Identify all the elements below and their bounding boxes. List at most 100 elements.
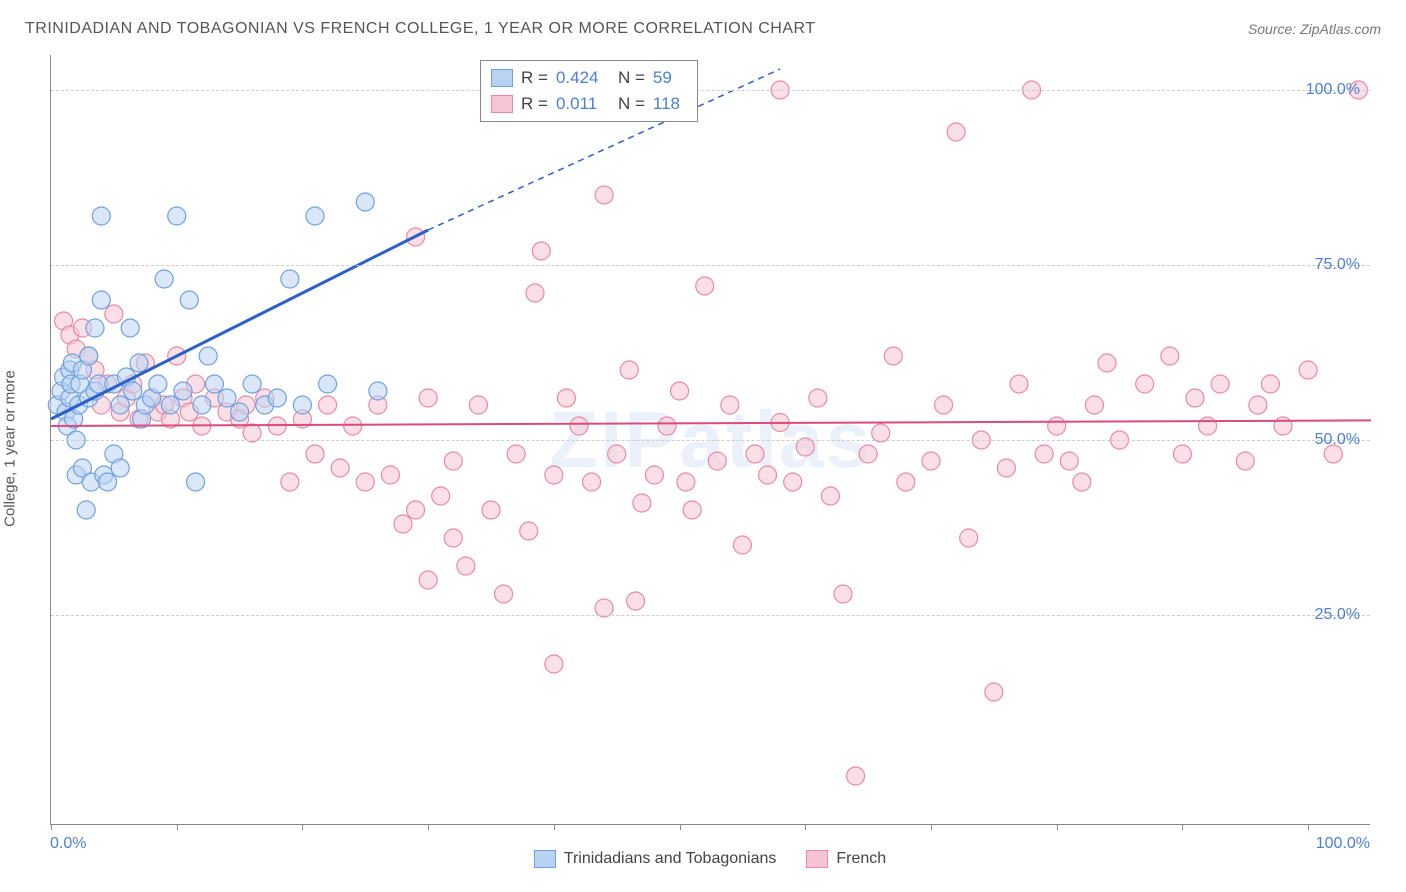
scatter-point <box>1098 354 1116 372</box>
scatter-point <box>847 767 865 785</box>
legend-label: Trinidadians and Tobagonians <box>564 850 777 868</box>
scatter-point <box>306 445 324 463</box>
scatter-point <box>759 466 777 484</box>
scatter-point <box>570 417 588 435</box>
scatter-point <box>1236 452 1254 470</box>
y-tick-label: 50.0% <box>1315 431 1360 449</box>
scatter-point <box>1274 417 1292 435</box>
scatter-point <box>897 473 915 491</box>
x-tick <box>931 824 932 830</box>
scatter-point <box>482 501 500 519</box>
scatter-point <box>884 347 902 365</box>
scatter-point <box>708 452 726 470</box>
scatter-point <box>935 396 953 414</box>
chart-title: TRINIDADIAN AND TOBAGONIAN VS FRENCH COL… <box>25 20 816 38</box>
n-label: N = <box>618 94 645 114</box>
scatter-point <box>432 487 450 505</box>
scatter-point <box>111 396 129 414</box>
r-value: 0.011 <box>556 94 610 114</box>
scatter-point <box>444 452 462 470</box>
scatter-point <box>733 536 751 554</box>
scatter-point <box>180 291 198 309</box>
scatter-point <box>419 571 437 589</box>
scatter-point <box>331 459 349 477</box>
scatter-point <box>677 473 695 491</box>
series-legend: Trinidadians and Tobagonians French <box>50 850 1370 868</box>
scatter-point <box>1199 417 1217 435</box>
scatter-point <box>381 466 399 484</box>
x-tick <box>805 824 806 830</box>
scatter-point <box>1211 375 1229 393</box>
legend-row: R =0.424N =59 <box>491 65 687 91</box>
scatter-point <box>80 347 98 365</box>
n-value: 118 <box>653 94 687 114</box>
y-tick-label: 75.0% <box>1315 256 1360 274</box>
scatter-point <box>86 319 104 337</box>
scatter-point <box>1010 375 1028 393</box>
scatter-point <box>218 389 236 407</box>
scatter-point <box>595 186 613 204</box>
scatter-point <box>419 389 437 407</box>
scatter-point <box>356 193 374 211</box>
x-tick <box>302 824 303 830</box>
scatter-point <box>495 585 513 603</box>
x-tick <box>1182 824 1183 830</box>
grid-line <box>51 440 1370 441</box>
scatter-point <box>1060 452 1078 470</box>
scatter-point <box>469 396 487 414</box>
scatter-point <box>1073 473 1091 491</box>
legend-swatch <box>534 850 556 868</box>
scatter-point <box>784 473 802 491</box>
grid-line <box>51 90 1370 91</box>
x-tick <box>1308 824 1309 830</box>
scatter-point <box>99 473 117 491</box>
scatter-point <box>721 396 739 414</box>
r-label: R = <box>521 94 548 114</box>
scatter-point <box>243 375 261 393</box>
scatter-point <box>121 319 139 337</box>
scatter-point <box>526 284 544 302</box>
scatter-point <box>1173 445 1191 463</box>
scatter-point <box>947 123 965 141</box>
scatter-point <box>1048 417 1066 435</box>
scatter-point <box>985 683 1003 701</box>
legend-swatch <box>806 850 828 868</box>
n-value: 59 <box>653 68 687 88</box>
scatter-point <box>834 585 852 603</box>
r-label: R = <box>521 68 548 88</box>
scatter-point <box>130 354 148 372</box>
scatter-point <box>124 382 142 400</box>
scatter-point <box>608 445 626 463</box>
scatter-point <box>809 389 827 407</box>
scatter-point <box>671 382 689 400</box>
scatter-point <box>444 529 462 547</box>
scatter-point <box>545 655 563 673</box>
grid-line <box>51 265 1370 266</box>
scatter-point <box>960 529 978 547</box>
trend-line <box>51 420 1371 426</box>
scatter-point <box>520 522 538 540</box>
scatter-point <box>319 396 337 414</box>
scatter-point <box>997 459 1015 477</box>
legend-swatch <box>491 95 513 113</box>
scatter-point <box>1161 347 1179 365</box>
legend-item: French <box>806 850 886 868</box>
y-tick-label: 100.0% <box>1306 81 1360 99</box>
title-bar: TRINIDADIAN AND TOBAGONIAN VS FRENCH COL… <box>25 20 1381 38</box>
scatter-point <box>356 473 374 491</box>
n-label: N = <box>618 68 645 88</box>
scatter-point <box>268 389 286 407</box>
scatter-point <box>231 403 249 421</box>
scatter-point <box>293 396 311 414</box>
scatter-point <box>859 445 877 463</box>
scatter-point <box>922 452 940 470</box>
scatter-point <box>92 207 110 225</box>
scatter-point <box>1186 389 1204 407</box>
source-label: Source: ZipAtlas.com <box>1248 21 1381 37</box>
x-tick <box>428 824 429 830</box>
legend-item: Trinidadians and Tobagonians <box>534 850 777 868</box>
scatter-point <box>746 445 764 463</box>
scatter-point <box>1136 375 1154 393</box>
scatter-point <box>645 466 663 484</box>
legend-label: French <box>836 850 886 868</box>
